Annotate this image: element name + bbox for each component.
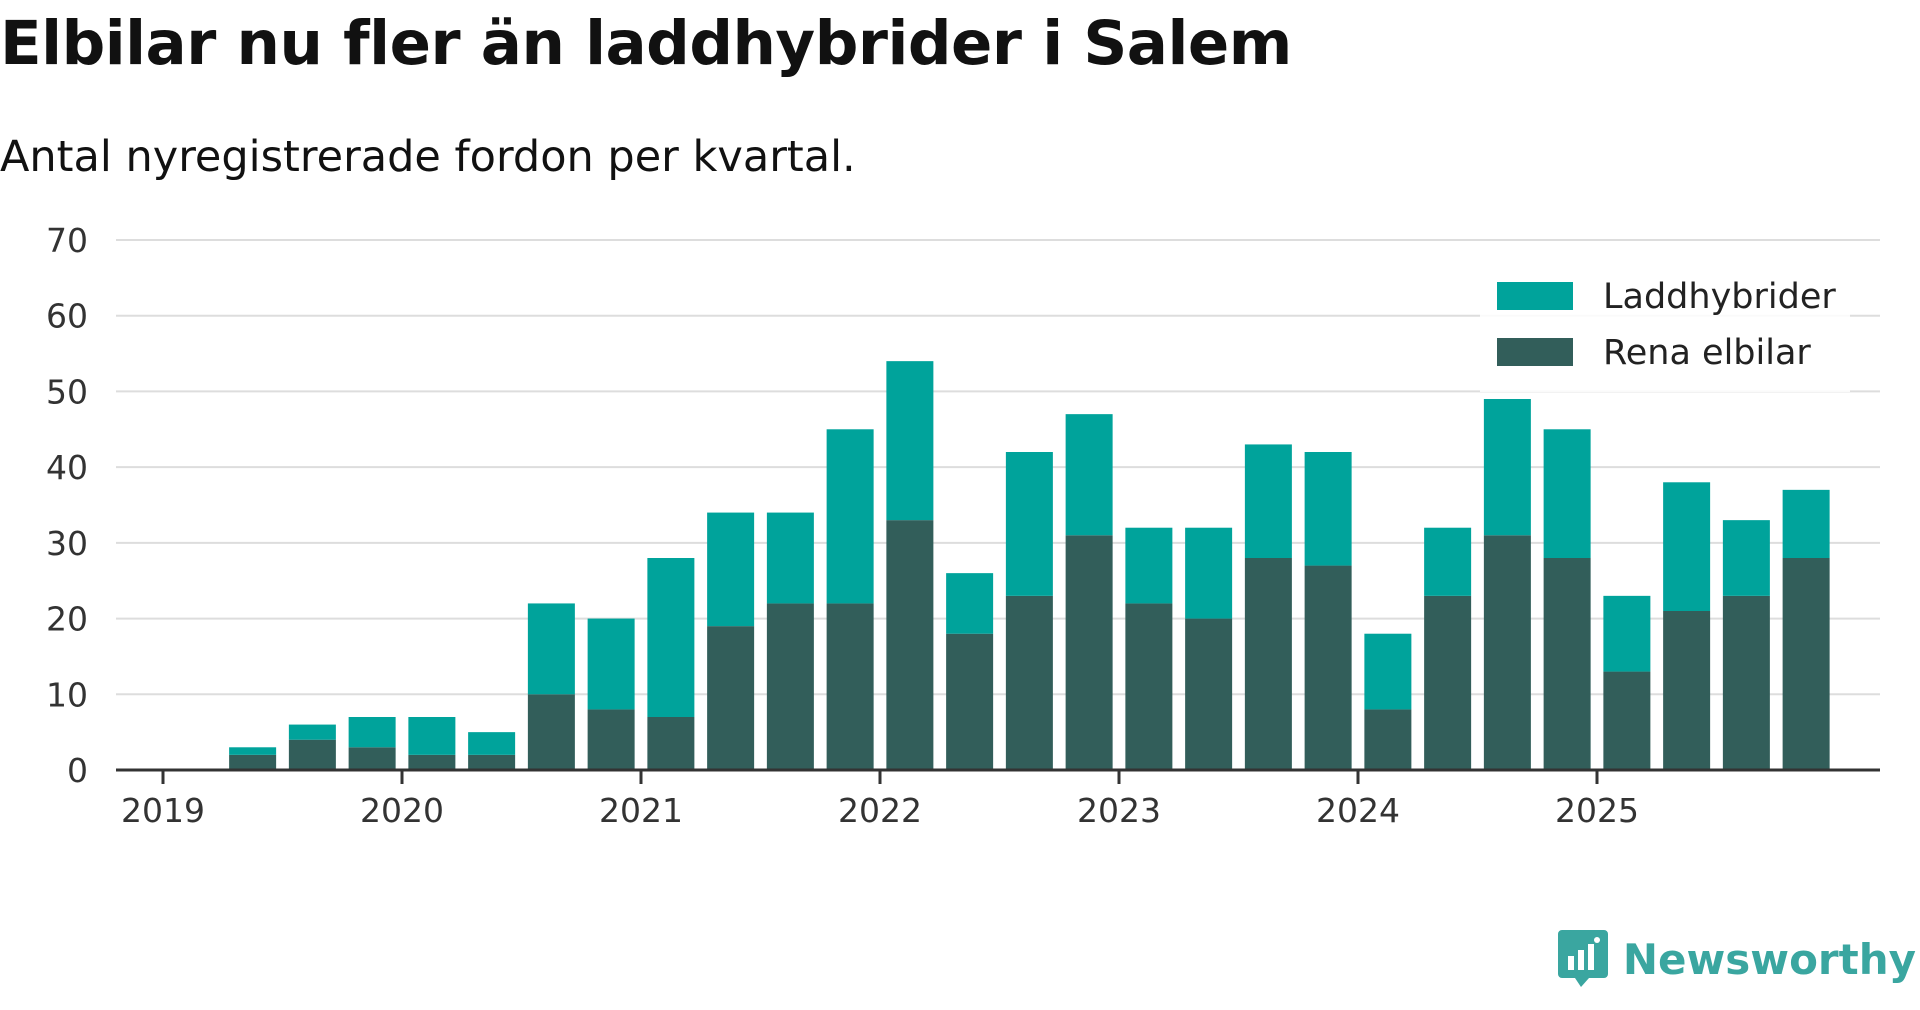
bar-laddhybrider bbox=[1424, 527, 1472, 596]
y-tick-label: 60 bbox=[46, 297, 88, 336]
bar-rena-elbilar bbox=[886, 520, 934, 770]
bar-rena-elbilar bbox=[946, 633, 994, 770]
x-tick-label: 2019 bbox=[121, 791, 205, 830]
bar-rena-elbilar bbox=[1424, 595, 1472, 770]
y-tick-label: 0 bbox=[67, 751, 88, 790]
x-tick-label: 2023 bbox=[1077, 791, 1161, 830]
bar-rena-elbilar bbox=[527, 694, 575, 770]
bar-laddhybrider bbox=[826, 429, 874, 604]
bar-laddhybrider bbox=[587, 618, 635, 710]
bar-rena-elbilar bbox=[229, 754, 277, 770]
y-tick-label: 40 bbox=[46, 448, 88, 487]
chart-subtitle: Antal nyregistrerade fordon per kvartal. bbox=[0, 132, 856, 182]
brand-name: Newsworthy bbox=[1622, 934, 1916, 984]
bar-laddhybrider bbox=[1185, 527, 1233, 619]
bar-rena-elbilar bbox=[1185, 618, 1233, 770]
bar-rena-elbilar bbox=[766, 603, 814, 770]
bar-rena-elbilar bbox=[1364, 709, 1412, 770]
bar-laddhybrider bbox=[229, 747, 277, 755]
bar-rena-elbilar bbox=[707, 626, 755, 770]
bar-rena-elbilar bbox=[1543, 558, 1591, 770]
x-tick-label: 2024 bbox=[1316, 791, 1400, 830]
bar-laddhybrider bbox=[766, 512, 814, 604]
bar-rena-elbilar bbox=[408, 754, 456, 770]
bar-laddhybrider bbox=[348, 717, 396, 748]
bar-rena-elbilar bbox=[1244, 558, 1292, 770]
y-tick-label: 30 bbox=[46, 524, 88, 563]
chart-title: Elbilar nu fler än laddhybrider i Salem bbox=[0, 8, 1292, 79]
legend-swatch bbox=[1497, 282, 1573, 310]
bar-laddhybrider bbox=[1304, 452, 1352, 566]
bar-laddhybrider bbox=[288, 724, 336, 740]
y-tick-label: 10 bbox=[46, 675, 88, 714]
bar-laddhybrider bbox=[468, 732, 516, 755]
bar-rena-elbilar bbox=[348, 747, 396, 770]
bar-laddhybrider bbox=[1603, 595, 1651, 672]
x-tick-label: 2021 bbox=[599, 791, 683, 830]
bar-rena-elbilar bbox=[1603, 671, 1651, 770]
y-tick-label: 20 bbox=[46, 600, 88, 639]
legend-label: Rena elbilar bbox=[1603, 333, 1811, 373]
bar-laddhybrider bbox=[707, 512, 755, 627]
bar-laddhybrider bbox=[1483, 399, 1531, 536]
x-tick-label: 2020 bbox=[360, 791, 444, 830]
legend-label: Laddhybrider bbox=[1603, 277, 1836, 317]
y-tick-label: 70 bbox=[46, 221, 88, 260]
y-tick-label: 50 bbox=[46, 372, 88, 411]
bar-rena-elbilar bbox=[468, 754, 516, 770]
bar-laddhybrider bbox=[1722, 520, 1770, 596]
bar-laddhybrider bbox=[1065, 414, 1113, 536]
bar-laddhybrider bbox=[1125, 527, 1173, 604]
brand-logo: Newsworthy bbox=[1557, 928, 1916, 990]
bar-rena-elbilar bbox=[647, 717, 695, 770]
bar-rena-elbilar bbox=[1483, 535, 1531, 770]
bar-laddhybrider bbox=[946, 573, 994, 634]
bar-laddhybrider bbox=[1005, 452, 1053, 596]
x-tick-label: 2022 bbox=[838, 791, 922, 830]
x-tick-label: 2025 bbox=[1555, 791, 1639, 830]
bar-laddhybrider bbox=[408, 717, 456, 755]
newsworthy-logo-icon bbox=[1557, 930, 1608, 987]
bar-rena-elbilar bbox=[1782, 558, 1830, 770]
legend-swatch bbox=[1497, 338, 1573, 366]
bar-rena-elbilar bbox=[1125, 603, 1173, 770]
bar-rena-elbilar bbox=[1304, 565, 1352, 770]
bar-rena-elbilar bbox=[288, 739, 336, 770]
bar-rena-elbilar bbox=[826, 603, 874, 770]
bar-rena-elbilar bbox=[1065, 535, 1113, 770]
bar-laddhybrider bbox=[1244, 444, 1292, 558]
bar-rena-elbilar bbox=[587, 709, 635, 770]
bar-rena-elbilar bbox=[1722, 595, 1770, 770]
bar-rena-elbilar bbox=[1005, 595, 1053, 770]
bar-laddhybrider bbox=[1663, 482, 1711, 611]
bar-laddhybrider bbox=[1543, 429, 1591, 558]
bar-laddhybrider bbox=[1782, 489, 1830, 558]
bar-laddhybrider bbox=[647, 558, 695, 717]
bar-laddhybrider bbox=[527, 603, 575, 695]
bar-rena-elbilar bbox=[1663, 611, 1711, 770]
bar-laddhybrider bbox=[886, 361, 934, 521]
bar-laddhybrider bbox=[1364, 633, 1412, 710]
